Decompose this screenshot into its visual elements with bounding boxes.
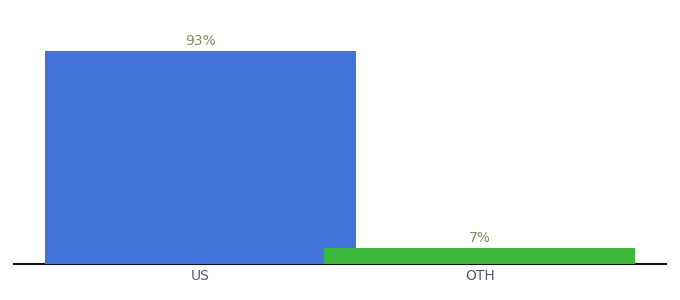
- Bar: [45, 51, 356, 264]
- Bar: [324, 248, 635, 264]
- Text: 93%: 93%: [185, 34, 216, 48]
- Text: 7%: 7%: [469, 231, 491, 244]
